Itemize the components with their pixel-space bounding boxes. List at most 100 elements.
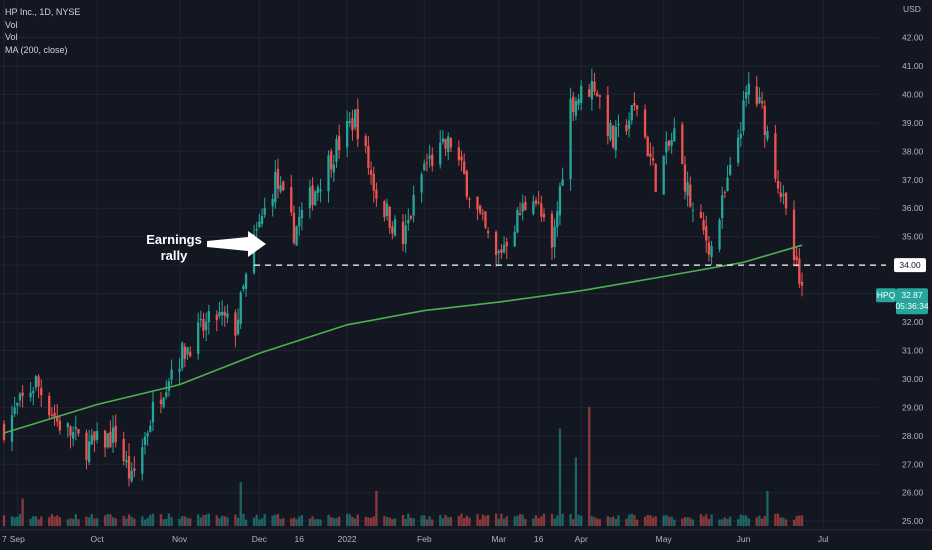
volume-bar xyxy=(686,516,689,526)
annotation-line-1: Earnings xyxy=(146,232,202,247)
volume-bar xyxy=(532,518,535,526)
volume-bar xyxy=(18,513,22,526)
candle xyxy=(146,430,149,446)
y-tick-label: 38.00 xyxy=(902,146,924,156)
candle xyxy=(702,212,705,235)
volume-bar xyxy=(308,518,312,526)
volume-bar xyxy=(109,514,112,526)
candle xyxy=(497,249,500,265)
volume-bar xyxy=(742,515,745,526)
candle xyxy=(77,428,80,437)
candle xyxy=(327,150,330,203)
volume-bar xyxy=(556,515,559,526)
legend-moving-average[interactable]: MA (200, close) xyxy=(5,44,68,55)
candle xyxy=(348,111,351,128)
volume-bar xyxy=(32,516,35,526)
volume-bar xyxy=(425,519,429,526)
legend-volume-1[interactable]: Vol xyxy=(5,19,18,30)
candle xyxy=(718,217,721,253)
volume-bar xyxy=(779,517,782,526)
volume-bar xyxy=(444,514,447,526)
volume-bar xyxy=(215,515,218,526)
candle xyxy=(69,425,72,449)
candle xyxy=(364,133,367,154)
x-tick-label: Oct xyxy=(90,534,104,544)
candle xyxy=(181,341,184,372)
candle xyxy=(125,450,128,468)
volume-bar xyxy=(465,515,468,526)
candle xyxy=(53,404,56,426)
volume-bar xyxy=(758,515,761,526)
volume-bar xyxy=(90,514,93,526)
candle xyxy=(407,208,410,231)
candle xyxy=(314,190,317,206)
y-tick-label: 37.00 xyxy=(902,175,924,185)
candle xyxy=(375,182,378,207)
volume-bar xyxy=(420,515,423,526)
volume-bars xyxy=(2,407,804,526)
volume-bar xyxy=(183,516,187,526)
candle xyxy=(481,209,484,221)
volume-bar xyxy=(776,513,780,526)
volume-bar xyxy=(457,515,461,526)
volume-bar xyxy=(635,519,639,526)
volume-bar xyxy=(170,517,173,526)
x-tick-label: Mar xyxy=(491,534,506,544)
candle xyxy=(141,438,144,481)
candle xyxy=(56,404,59,427)
candle xyxy=(569,87,572,191)
candle xyxy=(292,205,296,245)
candle xyxy=(763,100,766,148)
volume-bar xyxy=(593,517,596,526)
volume-bar xyxy=(683,517,687,526)
volume-bar xyxy=(721,519,724,526)
candle xyxy=(385,198,389,221)
candle xyxy=(58,416,62,435)
candle xyxy=(133,456,136,478)
legend-volume-2[interactable]: Vol xyxy=(5,32,18,42)
candle xyxy=(800,272,804,297)
volume-bar xyxy=(516,515,519,526)
candle xyxy=(165,380,168,400)
volume-bar xyxy=(330,517,333,526)
candle xyxy=(16,402,19,415)
volume-bar xyxy=(478,519,482,526)
volume-bar xyxy=(207,513,210,526)
volume-bar xyxy=(300,514,304,526)
candle xyxy=(457,140,461,166)
volume-bar xyxy=(103,515,107,526)
y-tick-label: 26.00 xyxy=(902,488,924,498)
candle xyxy=(72,426,75,447)
volume-bar xyxy=(385,517,389,526)
candle xyxy=(588,83,591,98)
volume-bar xyxy=(574,457,578,526)
candle xyxy=(295,225,298,246)
volume-bar xyxy=(439,515,442,526)
volume-bar xyxy=(646,514,649,526)
y-tick-label: 41.00 xyxy=(902,61,924,71)
volume-bar xyxy=(314,519,317,526)
x-tick-label: 16 xyxy=(295,534,305,544)
volume-bar xyxy=(627,514,631,526)
candle xyxy=(689,176,692,208)
candle xyxy=(335,134,338,168)
y-tick-label: 31.00 xyxy=(902,345,924,355)
candle xyxy=(271,193,274,217)
candle xyxy=(795,246,798,267)
x-tick-label: Apr xyxy=(575,534,588,544)
volume-bar xyxy=(34,516,38,526)
volume-bar xyxy=(205,514,208,526)
volume-bar xyxy=(760,518,764,526)
symbol-badge xyxy=(876,288,896,303)
candle xyxy=(460,150,463,172)
volume-bar xyxy=(178,518,181,526)
volume-bar xyxy=(500,513,503,526)
volume-bar xyxy=(460,513,463,526)
volume-bar xyxy=(69,518,72,526)
candle xyxy=(279,175,282,194)
legend-symbol[interactable]: HP Inc., 1D, NYSE xyxy=(5,7,81,17)
volume-bar xyxy=(611,516,615,526)
volume-bar xyxy=(617,515,620,526)
candle xyxy=(494,229,498,267)
